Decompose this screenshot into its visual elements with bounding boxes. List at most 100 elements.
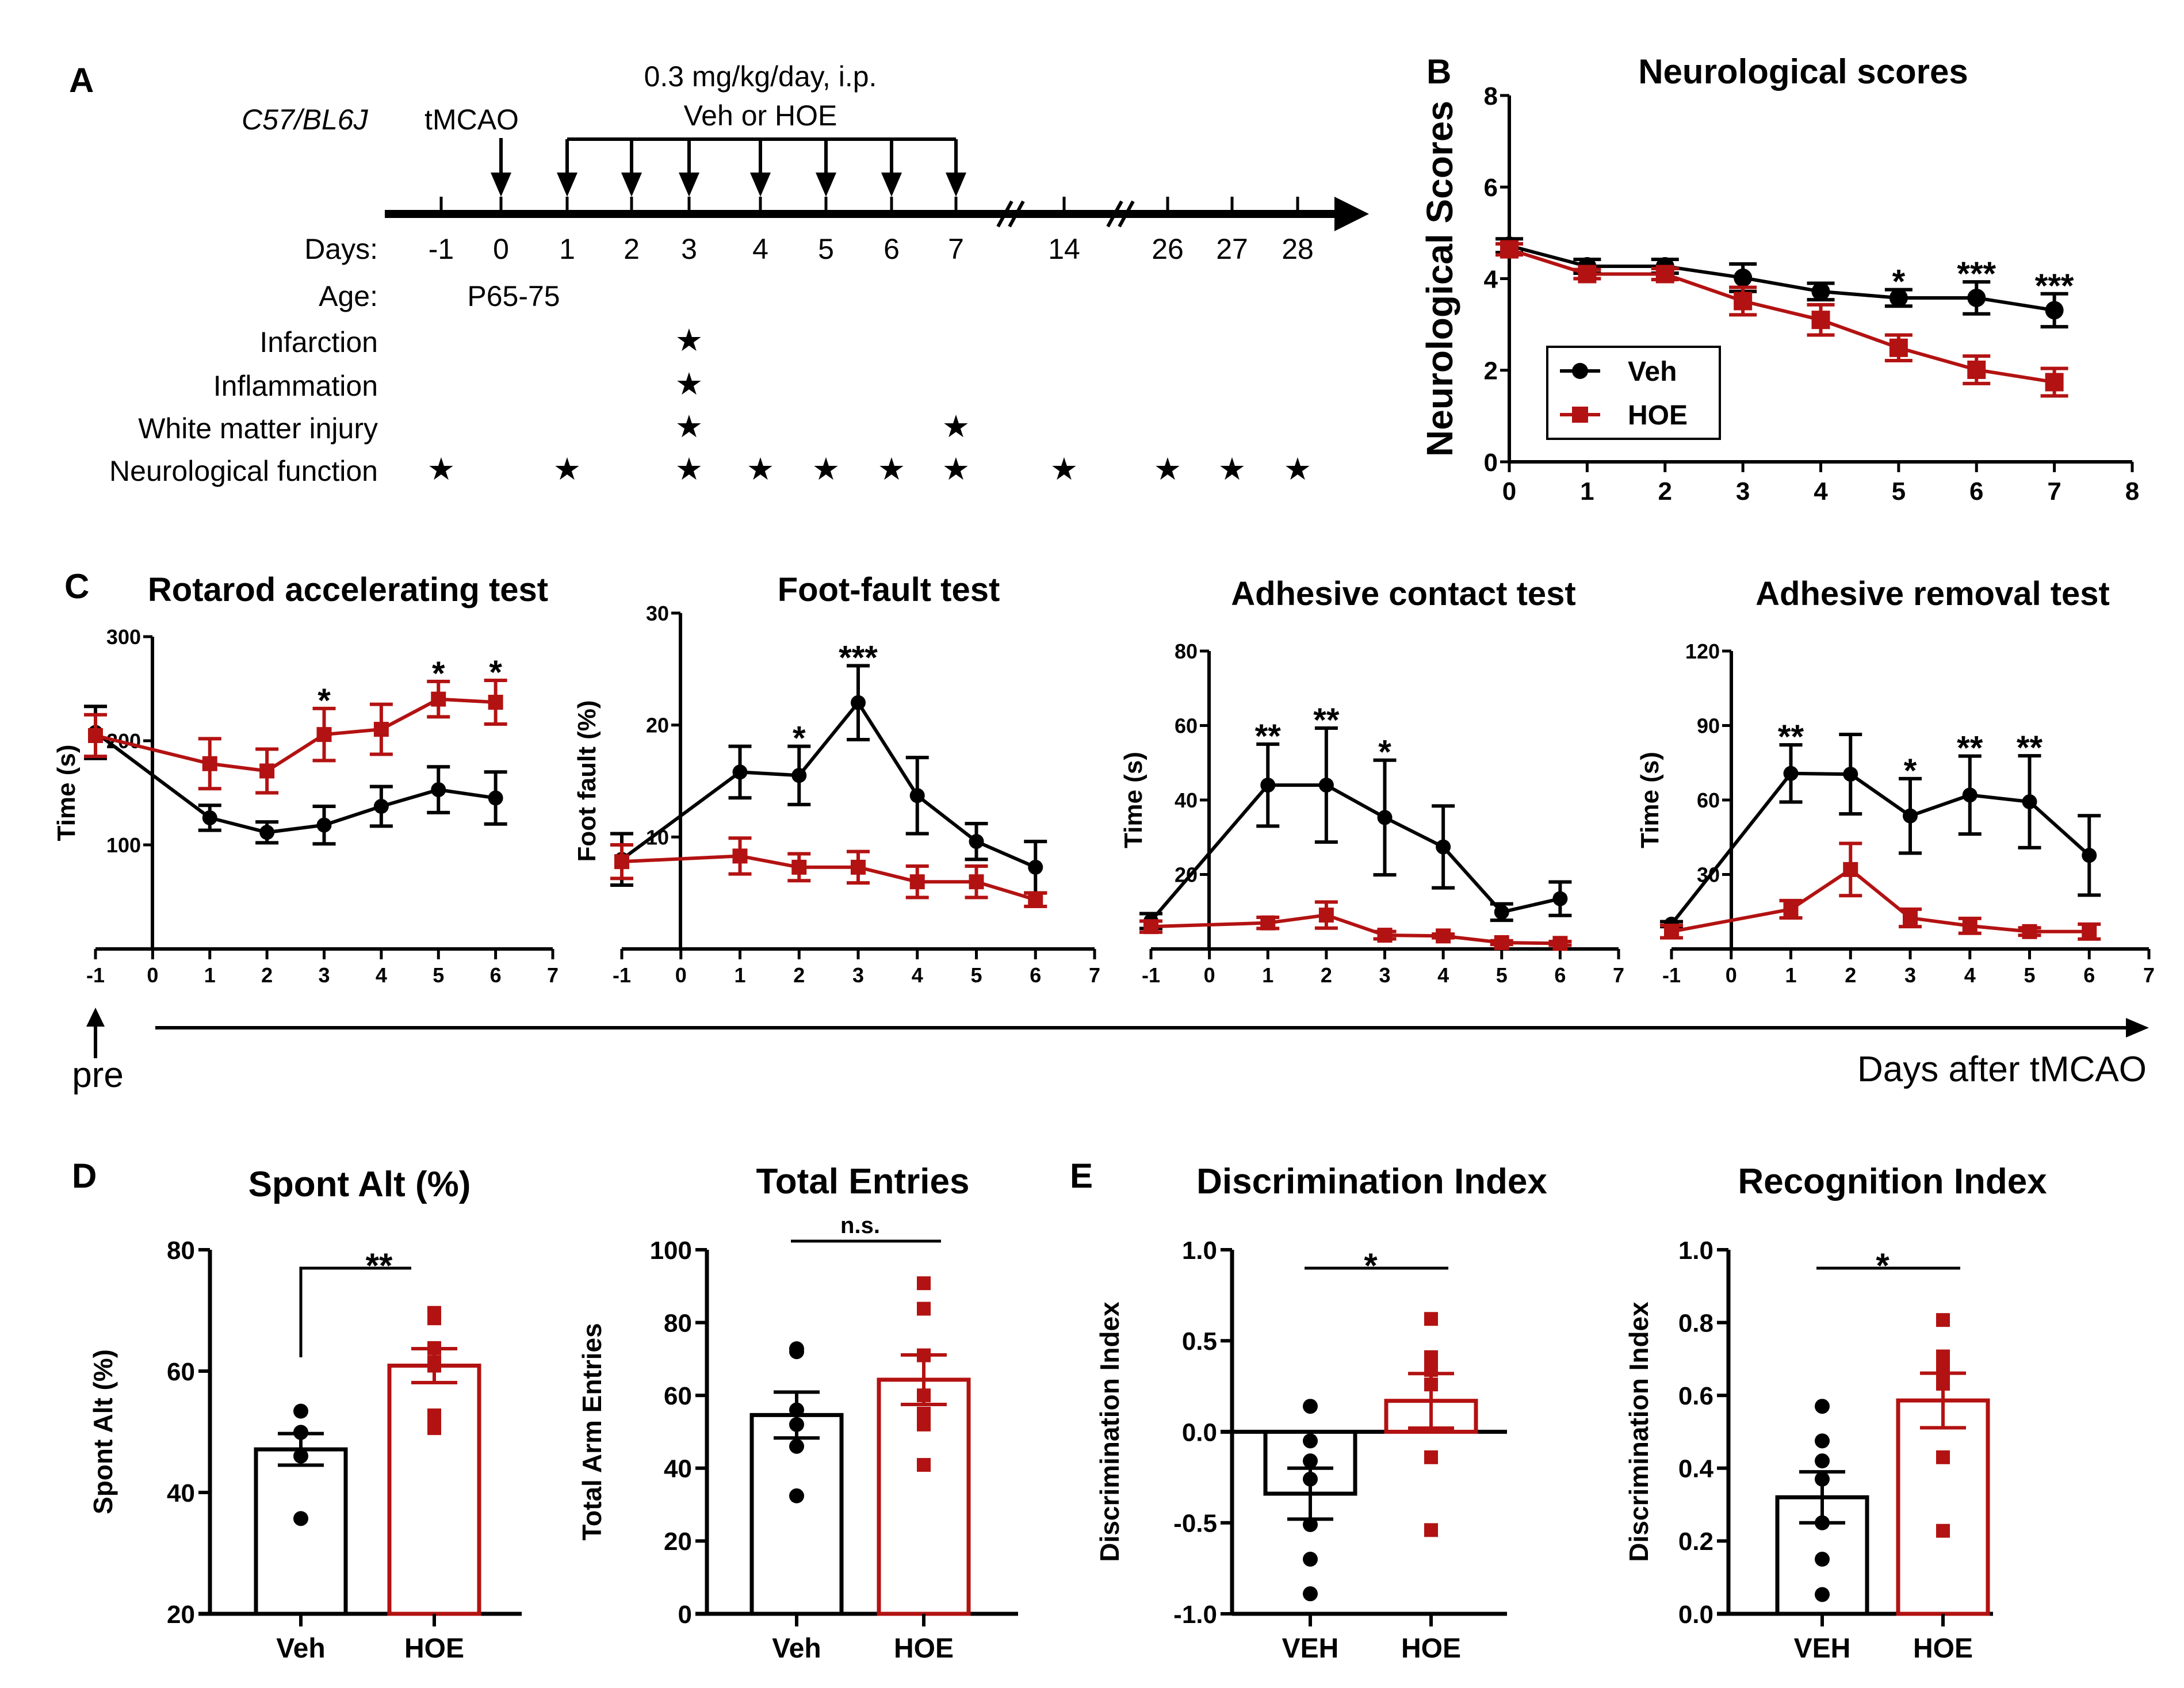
x-tick-label: VEH <box>1794 1633 1851 1664</box>
x-tick-label: 1 <box>204 963 216 987</box>
chart-discrimination-index: Discrimination Index -1.0 -0.5 0.0 0.5 1.0 Dis… <box>1095 1162 1547 1664</box>
chart-neurological-scores: Neurological scores 0 2 4 6 8 0 1 2 3 4 5 6 7 8 Neurolo… <box>1419 52 2139 506</box>
data-point-hoe <box>427 1408 441 1423</box>
y-tick-label: 20 <box>1175 863 1198 886</box>
bar-hoe <box>387 1364 481 1616</box>
y-tick-label: 90 <box>1697 714 1720 737</box>
data-point-veh <box>1303 1586 1318 1602</box>
significance-marker: * <box>1892 263 1906 301</box>
legend-box <box>1546 346 1721 440</box>
data-point-veh <box>1815 1453 1830 1469</box>
y-tick-label: 0 <box>678 1601 692 1629</box>
data-point-hoe <box>427 1421 441 1436</box>
chart-title: Spont Alt (%) <box>248 1165 471 1204</box>
chart-title: Rotarod accelerating test <box>148 571 548 608</box>
y-tick-label: 300 <box>106 625 141 649</box>
chart-title: Recognition Index <box>1738 1162 2047 1201</box>
y-tick-label: 80 <box>167 1237 195 1265</box>
timeline-day-label: 1 <box>559 233 575 265</box>
significance-bracket <box>299 1266 411 1357</box>
axis-break-mark <box>996 200 1013 228</box>
bar-hoe <box>1896 1398 1990 1616</box>
data-point-veh <box>259 825 275 840</box>
data-point-hoe <box>1260 915 1276 931</box>
x-tick-label: 2 <box>1845 963 1856 987</box>
data-point-veh <box>1843 767 1858 782</box>
y-tick-label: 20 <box>646 714 669 737</box>
legend-label-veh: Veh <box>1628 357 1677 387</box>
x-tick-label: HOE <box>404 1633 464 1664</box>
panel-label-a: A <box>69 61 94 99</box>
assessment-star-icon: ★ <box>427 452 455 487</box>
series-line-hoe <box>95 697 496 773</box>
timeline-day-label: 0 <box>493 233 509 265</box>
significance-marker: * <box>1378 734 1391 771</box>
significance-marker: * <box>793 720 806 757</box>
x-tick-label: 6 <box>490 963 502 987</box>
assessment-star-icon: ★ <box>675 452 703 487</box>
data-point-hoe <box>1436 928 1451 944</box>
x-tick-label: Veh <box>772 1633 821 1664</box>
data-point-veh <box>969 834 984 849</box>
timeline-day-label: 4 <box>752 233 768 265</box>
data-point-veh <box>431 782 446 798</box>
surgery-arrow-head <box>491 173 511 197</box>
data-point-veh <box>789 1488 804 1503</box>
x-tick-label: 6 <box>2083 963 2095 987</box>
data-point-hoe <box>917 1302 931 1316</box>
y-tick-label: 0.2 <box>1678 1528 1713 1556</box>
days-after-label: Days after tMCAO <box>1857 1050 2147 1089</box>
timeline-arrowhead <box>1334 197 1369 231</box>
significance-marker: ** <box>1778 718 1804 756</box>
x-tick-label: 6 <box>1554 963 1566 987</box>
treatment-arrow-head <box>881 173 902 197</box>
x-tick-label: 1 <box>1262 963 1273 987</box>
chart-title: Neurological scores <box>1638 52 1968 91</box>
assessment-label-infarction: Infarction <box>259 326 378 358</box>
assessment-star-icon: ★ <box>942 409 970 444</box>
data-point-hoe <box>1494 935 1509 950</box>
assessment-star-icon: ★ <box>675 323 703 358</box>
x-tick-label: VEH <box>1282 1633 1339 1664</box>
data-point-hoe <box>614 854 629 870</box>
data-point-veh <box>1815 1587 1830 1602</box>
chart-title: Adhesive removal test <box>1755 575 2110 613</box>
y-tick-label: 2 <box>1484 357 1498 385</box>
y-tick-label: 40 <box>1175 789 1198 812</box>
x-tick-label: 3 <box>1904 963 1916 987</box>
series-line-hoe <box>1509 247 2055 384</box>
x-tick-label: 7 <box>2143 963 2155 987</box>
x-tick-label: 1 <box>734 963 745 987</box>
y-tick-label: 0 <box>1484 449 1498 477</box>
data-point-veh <box>909 788 925 803</box>
data-point-veh <box>293 1511 308 1526</box>
data-point-veh <box>1815 1433 1830 1449</box>
data-point-hoe <box>917 1276 931 1291</box>
x-tick-label: 5 <box>1496 963 1508 987</box>
data-point-veh <box>2045 301 2064 320</box>
y-axis-label: Spont Alt (%) <box>88 1349 118 1514</box>
data-point-hoe <box>1424 1450 1438 1464</box>
x-tick-label: 3 <box>1736 477 1750 506</box>
legend-marker-hoe <box>1572 407 1588 423</box>
data-point-hoe <box>488 695 503 710</box>
y-tick-label: 0.0 <box>1182 1418 1217 1446</box>
data-point-hoe <box>791 859 807 875</box>
data-point-hoe <box>1936 1524 1950 1538</box>
assessment-label-neuro: Neurological function <box>109 455 378 487</box>
y-tick-label: 60 <box>1175 714 1198 737</box>
y-tick-label: 0.5 <box>1182 1327 1217 1356</box>
data-point-veh <box>1962 787 1978 803</box>
assessment-star-icon: ★ <box>675 409 703 444</box>
data-point-hoe <box>909 874 925 890</box>
data-point-hoe <box>316 727 332 742</box>
data-point-hoe <box>1664 924 1679 939</box>
assessment-star-icon: ★ <box>1284 452 1311 487</box>
data-point-hoe <box>917 1458 931 1472</box>
data-point-hoe <box>1936 1349 1950 1364</box>
y-tick-label: 1.0 <box>1678 1237 1713 1265</box>
legend-marker-veh <box>1572 363 1588 379</box>
strain-label: C57/BL6J <box>242 104 369 136</box>
